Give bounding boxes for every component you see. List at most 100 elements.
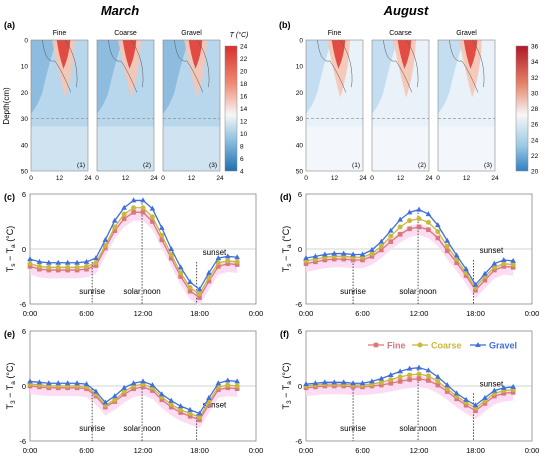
data-point-gravel <box>472 402 479 408</box>
heatmap-panel-2: Coarse (2) 0 12 24 <box>95 30 158 182</box>
data-point-gravel <box>303 381 309 387</box>
data-point-gravel <box>206 394 212 400</box>
y-axis-label-part: T <box>281 266 291 272</box>
data-point-fine <box>416 376 422 381</box>
data-point-gravel <box>224 377 231 383</box>
data-point-coarse <box>407 372 413 378</box>
data-point-coarse <box>444 386 450 392</box>
data-point-fine <box>103 245 108 251</box>
data-point-gravel <box>83 258 90 264</box>
panel-sublabel: (2) <box>418 162 426 169</box>
heatmap-warm-halo <box>184 40 207 98</box>
annotation-label: sunrise <box>79 424 105 433</box>
data-point-gravel <box>378 238 385 244</box>
data-point-gravel <box>435 373 441 379</box>
x-tick-label: 24 <box>359 175 367 182</box>
data-point-gravel <box>215 255 222 261</box>
y-tick-label: 50 <box>296 169 304 176</box>
data-point-gravel <box>491 260 498 266</box>
data-point-coarse <box>416 371 422 377</box>
data-point-fine <box>331 256 337 262</box>
series-gravel <box>303 206 516 287</box>
annotation-label: solar noon <box>399 287 436 296</box>
panel-label: (d) <box>280 192 292 202</box>
data-point-fine <box>131 386 136 392</box>
data-point-gravel <box>46 380 52 386</box>
y-tick-label: 40 <box>296 142 304 149</box>
y-tick-label: 0 <box>298 245 302 254</box>
data-point-gravel <box>500 257 507 262</box>
data-point-gravel <box>149 205 156 211</box>
x-tick-label: 0 <box>95 175 99 182</box>
y-tick-label: -6 <box>295 300 302 309</box>
colorbar-tick: 16 <box>240 94 248 101</box>
heatmap-panel-1: Fine (1) 0 12 24 <box>29 30 92 182</box>
colorbar-tick: 28 <box>531 106 539 113</box>
data-point-coarse <box>388 233 394 239</box>
data-point-fine <box>492 267 497 273</box>
y-tick-label: 20 <box>296 90 304 97</box>
panel-label: (e) <box>4 329 15 339</box>
data-point-fine <box>168 404 174 410</box>
colorbar <box>515 45 529 172</box>
data-point-gravel <box>369 378 375 384</box>
panel-label: (c) <box>4 192 15 202</box>
data-point-fine <box>159 237 165 243</box>
data-point-gravel <box>168 246 175 251</box>
panel-frame <box>371 39 430 172</box>
x-tick-label: 6:00 <box>79 446 94 455</box>
annotation-label: sunrise <box>340 287 366 296</box>
contour-line <box>130 39 144 88</box>
data-point-gravel <box>102 399 109 405</box>
data-point-gravel <box>406 365 413 371</box>
annotation-label: sunset <box>203 248 227 257</box>
data-point-gravel <box>416 364 422 370</box>
data-point-fine <box>407 226 412 232</box>
y-axis-label-part: T <box>5 403 15 409</box>
series-fine <box>27 210 240 300</box>
data-point-fine <box>225 261 231 266</box>
y-axis-label-part: a <box>286 381 293 385</box>
data-point-fine <box>454 260 459 266</box>
y-axis-label: Ts − Ta (°C) <box>281 226 293 273</box>
data-point-gravel <box>397 368 403 374</box>
data-point-gravel <box>64 380 71 386</box>
colorbar-tick: 30 <box>531 90 539 97</box>
contour-line <box>196 39 210 88</box>
x-tick-label: 0 <box>370 175 374 182</box>
data-point-gravel <box>453 252 460 258</box>
legend-item-fine: Fine <box>368 341 406 351</box>
data-point-fine <box>140 384 146 390</box>
data-point-fine <box>444 389 450 394</box>
data-point-fine <box>482 277 488 283</box>
data-point-gravel <box>55 380 62 386</box>
x-tick-label: 0:00 <box>23 309 38 318</box>
panel-frame <box>96 39 155 172</box>
panel-label: (a) <box>4 20 15 30</box>
data-point-gravel <box>111 393 118 399</box>
panel-title: Coarse <box>114 30 137 37</box>
colorbar-tick: 36 <box>531 44 539 51</box>
data-point-gravel <box>187 406 193 412</box>
data-point-fine <box>46 267 52 273</box>
uncertainty-band <box>30 382 238 429</box>
data-point-gravel <box>350 380 356 386</box>
panel-sublabel: (3) <box>484 162 492 169</box>
data-point-fine <box>121 391 127 397</box>
annotation-label: sunrise <box>340 424 366 433</box>
colorbar-tick: 24 <box>240 44 248 51</box>
x-tick-label: 12:00 <box>410 446 429 455</box>
x-tick-label: 12:00 <box>134 446 153 455</box>
heatmap-cold-region <box>438 40 464 114</box>
data-point-gravel <box>491 387 498 393</box>
data-point-gravel <box>187 279 193 284</box>
data-point-gravel <box>482 394 488 400</box>
data-point-gravel <box>159 224 165 230</box>
data-point-fine <box>84 266 89 272</box>
x-tick-label: 0 <box>29 175 33 182</box>
data-point-coarse <box>55 264 61 270</box>
data-point-fine <box>112 228 118 233</box>
data-point-gravel <box>397 216 403 222</box>
heatmap-cold-region <box>372 40 398 114</box>
